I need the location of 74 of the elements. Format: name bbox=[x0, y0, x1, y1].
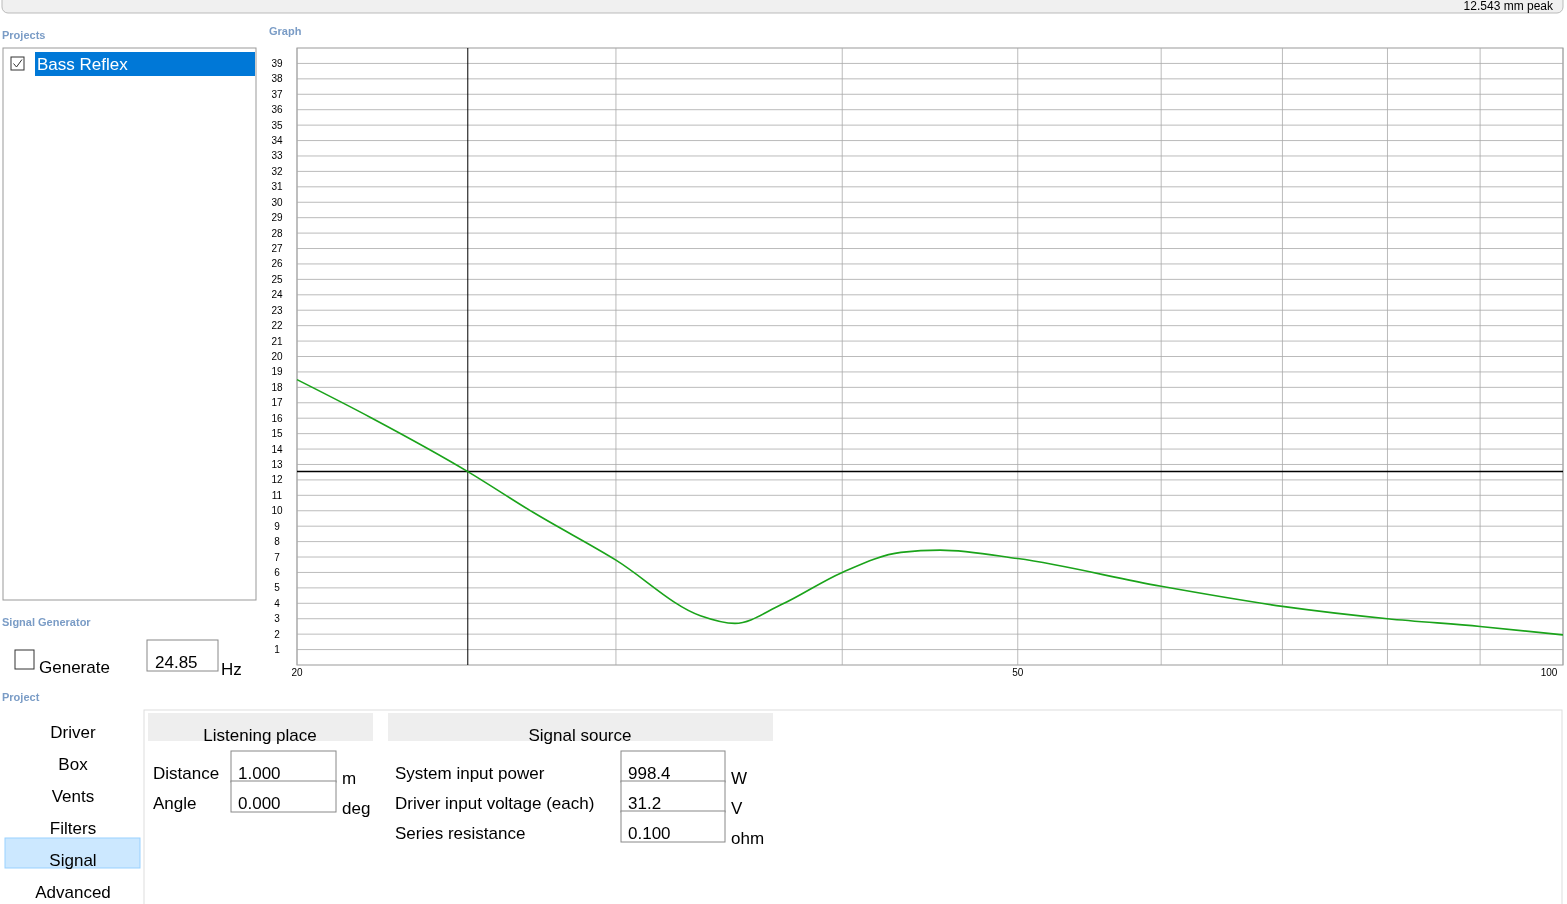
text: deg bbox=[342, 798, 371, 818]
y-tick-label: 25 bbox=[271, 273, 283, 285]
x-tick-label: 50 bbox=[1012, 667, 1024, 678]
y-tick-label: 26 bbox=[271, 258, 283, 270]
text: Vents bbox=[51, 786, 95, 806]
y-tick-label: 10 bbox=[271, 505, 283, 517]
y-tick-label: 36 bbox=[271, 104, 283, 116]
text: 24.85 bbox=[155, 652, 198, 672]
text: Advanced bbox=[35, 882, 111, 902]
text: m bbox=[342, 768, 357, 788]
y-tick-label: 7 bbox=[274, 551, 281, 563]
y-tick-label: 17 bbox=[271, 397, 283, 409]
text: System input power bbox=[395, 763, 545, 783]
y-tick-label: 5 bbox=[274, 582, 281, 594]
text: Hz bbox=[221, 659, 242, 679]
text: 0.000 bbox=[238, 793, 281, 813]
y-tick-label: 22 bbox=[271, 320, 283, 332]
y-tick-label: 35 bbox=[271, 119, 283, 131]
text: 998.4 bbox=[628, 763, 671, 783]
y-tick-label: 20 bbox=[271, 351, 283, 362]
y-tick-label: 19 bbox=[271, 366, 283, 378]
text: Listening place bbox=[203, 725, 317, 745]
x-tick-label: 100 bbox=[1540, 667, 1558, 678]
y-tick-label: 16 bbox=[271, 412, 283, 424]
text: Generate bbox=[39, 657, 110, 677]
text: ohm bbox=[731, 828, 765, 848]
y-tick-label: 8 bbox=[274, 536, 281, 548]
x-tick-label: 20 bbox=[291, 667, 303, 678]
chart-title: Graph bbox=[269, 25, 302, 37]
y-tick-label: 13 bbox=[271, 458, 283, 470]
y-tick-label: 28 bbox=[271, 227, 283, 239]
text: W bbox=[731, 768, 748, 788]
text: Projects bbox=[2, 28, 46, 41]
text: Driver input voltage (each) bbox=[395, 793, 595, 813]
text: Driver bbox=[50, 722, 96, 742]
y-tick-label: 3 bbox=[274, 613, 281, 625]
text: Filters bbox=[49, 818, 97, 838]
y-tick-label: 9 bbox=[274, 520, 281, 532]
y-tick-label: 24 bbox=[271, 289, 283, 301]
text: Series resistance bbox=[395, 823, 526, 843]
text: 1.000 bbox=[238, 763, 281, 783]
y-tick-label: 31 bbox=[271, 181, 283, 193]
y-tick-label: 30 bbox=[271, 196, 283, 208]
y-tick-label: 14 bbox=[271, 443, 283, 455]
y-tick-label: 4 bbox=[274, 597, 281, 609]
y-tick-label: 12 bbox=[271, 474, 283, 486]
y-tick-label: 37 bbox=[271, 88, 283, 100]
y-tick-label: 27 bbox=[271, 243, 283, 255]
y-tick-label: 32 bbox=[271, 165, 283, 177]
text: Project bbox=[2, 690, 40, 703]
y-tick-label: 11 bbox=[271, 489, 283, 501]
text: Signal source bbox=[528, 725, 632, 745]
y-tick-label: 34 bbox=[271, 135, 283, 147]
text: Box bbox=[58, 754, 89, 774]
y-tick-label: 18 bbox=[271, 381, 283, 393]
y-tick-label: 23 bbox=[271, 304, 283, 316]
y-tick-label: 38 bbox=[271, 73, 283, 85]
text: 0.100 bbox=[628, 823, 671, 843]
y-tick-label: 1 bbox=[274, 644, 281, 656]
text: Signal bbox=[49, 850, 97, 870]
y-tick-label: 21 bbox=[271, 335, 283, 347]
y-tick-label: 29 bbox=[271, 212, 283, 224]
text: Distance bbox=[153, 763, 220, 783]
y-tick-label: 39 bbox=[271, 57, 283, 69]
y-tick-label: 15 bbox=[271, 428, 283, 440]
text: V bbox=[731, 798, 743, 818]
y-tick-label: 6 bbox=[274, 566, 281, 578]
text: Bass Reflex bbox=[37, 54, 129, 74]
text: 12.543 mm peak bbox=[1463, 0, 1554, 14]
y-tick-label: 33 bbox=[271, 150, 283, 162]
y-tick-label: 2 bbox=[274, 628, 281, 640]
text: 31.2 bbox=[628, 793, 662, 813]
text: Signal Generator bbox=[2, 615, 92, 628]
text: Angle bbox=[153, 793, 197, 813]
